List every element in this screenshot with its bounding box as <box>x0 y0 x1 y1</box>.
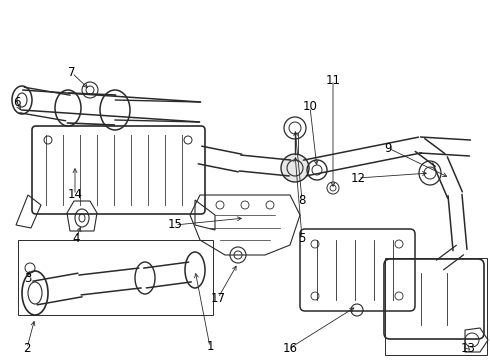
Text: 4: 4 <box>72 231 80 244</box>
Text: 11: 11 <box>325 73 341 86</box>
Text: 16: 16 <box>283 342 297 355</box>
Text: 2: 2 <box>23 342 31 355</box>
Text: 13: 13 <box>461 342 475 355</box>
Bar <box>385 258 487 355</box>
Text: 12: 12 <box>350 171 366 184</box>
Bar <box>18 240 213 315</box>
Text: 9: 9 <box>384 141 392 154</box>
Text: 3: 3 <box>24 271 32 284</box>
Text: 6: 6 <box>13 96 21 109</box>
Text: 14: 14 <box>68 189 82 202</box>
Text: 7: 7 <box>68 67 76 80</box>
Text: 1: 1 <box>206 341 214 354</box>
Text: 10: 10 <box>302 100 318 113</box>
Text: 15: 15 <box>168 219 182 231</box>
Text: 17: 17 <box>211 292 225 305</box>
Text: 5: 5 <box>298 231 306 244</box>
Text: 8: 8 <box>298 194 306 207</box>
Ellipse shape <box>281 154 309 182</box>
